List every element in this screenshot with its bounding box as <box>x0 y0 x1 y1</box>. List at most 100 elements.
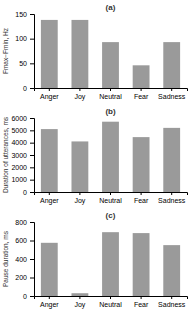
tick: 4000 <box>11 139 34 146</box>
tick: 0 <box>23 85 34 92</box>
tick-label: Fear <box>134 93 149 100</box>
tick-mark <box>110 192 111 195</box>
y-axis: 0 200 400 600 800 <box>15 219 34 300</box>
tick-label: 100 <box>15 35 27 42</box>
tick-mark <box>30 118 34 119</box>
tick-mark <box>30 259 34 260</box>
tick: Fear <box>134 296 149 308</box>
tick-label: 800 <box>15 219 27 226</box>
bar <box>163 128 180 192</box>
tick: Anger <box>40 192 59 205</box>
tick-label: Neutral <box>99 197 122 204</box>
tick-mark <box>30 63 34 64</box>
tick-mark <box>141 296 142 299</box>
tick-label: Neutral <box>99 301 122 308</box>
tick: 6000 <box>11 115 34 122</box>
tick-label: Sadness <box>158 301 186 308</box>
tick-label: Sadness <box>158 93 186 100</box>
bar <box>41 20 58 88</box>
tick: Joy <box>74 296 85 309</box>
bar <box>102 42 119 88</box>
tick: Anger <box>40 296 59 309</box>
tick-mark <box>30 143 34 144</box>
tick-label: 150 <box>15 11 27 18</box>
tick-mark <box>79 88 80 91</box>
tick-label: 5000 <box>11 127 27 134</box>
plot-area: 0 200 400 600 800 Anger Joy Neutral Fear Sadness <box>15 219 187 309</box>
tick: Fear <box>134 192 149 204</box>
tick: 200 <box>15 274 34 281</box>
bars <box>41 20 180 88</box>
y-axis: 0 50 100 150 <box>15 11 34 92</box>
bar <box>71 141 88 192</box>
tick: 0 <box>23 293 34 300</box>
bars <box>41 122 180 192</box>
tick-mark <box>30 192 34 193</box>
tick-label: 4000 <box>11 139 27 146</box>
tick-mark <box>30 130 34 131</box>
tick: Neutral <box>99 192 122 204</box>
tick: 1000 <box>11 176 34 183</box>
bar <box>133 65 150 88</box>
tick-label: Sadness <box>158 197 186 204</box>
tick-label: 1000 <box>11 176 27 183</box>
tick-label: 600 <box>15 237 27 244</box>
panel: 050100150AngerJoyNeutralFearSadness(a)Fm… <box>2 3 188 101</box>
tick-mark <box>30 155 34 156</box>
tick: Sadness <box>158 296 186 308</box>
tick-label: Fear <box>134 301 149 308</box>
tick-label: 50 <box>19 60 27 67</box>
bar <box>133 137 150 192</box>
bar <box>102 122 119 192</box>
bar <box>41 129 58 192</box>
tick: 400 <box>15 256 34 263</box>
tick-mark <box>49 192 50 195</box>
tick-mark <box>141 192 142 195</box>
bar <box>102 232 119 296</box>
tick-mark <box>30 278 34 279</box>
plot-area: 050100150AngerJoyNeutralFearSadness <box>15 11 187 101</box>
panel: 0200400600800AngerJoyNeutralFearSadness(… <box>2 211 188 309</box>
panel: 0100020003000400050006000AngerJoyNeutral… <box>2 107 188 205</box>
tick-mark <box>141 88 142 91</box>
tick: Sadness <box>158 88 186 100</box>
y-axis: 0 1000 2000 3000 4000 5000 6000 <box>11 115 34 196</box>
tick: Neutral <box>99 296 122 308</box>
tick-label: Joy <box>74 93 85 101</box>
tick-mark <box>30 88 34 89</box>
bar <box>71 20 88 88</box>
tick-label: 0 <box>23 189 27 196</box>
tick: 3000 <box>11 152 34 159</box>
tick: Anger <box>40 88 59 101</box>
y-axis-label: Fmax−Fmin, Hz <box>2 28 9 74</box>
x-axis: Anger Joy Neutral Fear Sadness <box>35 296 188 309</box>
title: (b) <box>105 107 116 116</box>
tick-label: Fear <box>134 197 149 204</box>
tick-label: 0 <box>23 293 27 300</box>
tick: 600 <box>15 237 34 244</box>
tick-mark <box>171 88 172 91</box>
tick: Sadness <box>158 192 186 204</box>
tick-mark <box>30 180 34 181</box>
tick-label: 2000 <box>11 164 27 171</box>
tick-mark <box>30 296 34 297</box>
tick-mark <box>79 192 80 195</box>
title: (a) <box>106 3 116 12</box>
plot-area: 0100020003000400050006000AngerJoyNeutral… <box>11 115 187 205</box>
tick-label: 200 <box>15 274 27 281</box>
tick-label: 6000 <box>11 115 27 122</box>
tick: 100 <box>15 35 34 42</box>
bar <box>163 42 180 88</box>
tick-mark <box>30 14 34 15</box>
tick: Joy <box>74 88 85 101</box>
tick: Fear <box>134 88 149 100</box>
tick-mark <box>171 192 172 195</box>
tick-label: Anger <box>40 93 59 101</box>
tick: 150 <box>15 11 34 18</box>
x-axis: AngerJoyNeutralFearSadness <box>35 192 188 205</box>
tick-mark <box>30 222 34 223</box>
tick: 0 <box>23 189 34 196</box>
tick-mark <box>30 39 34 40</box>
tick: 2000 <box>11 164 34 171</box>
y-axis-label: Pause duration, ms <box>2 230 9 287</box>
